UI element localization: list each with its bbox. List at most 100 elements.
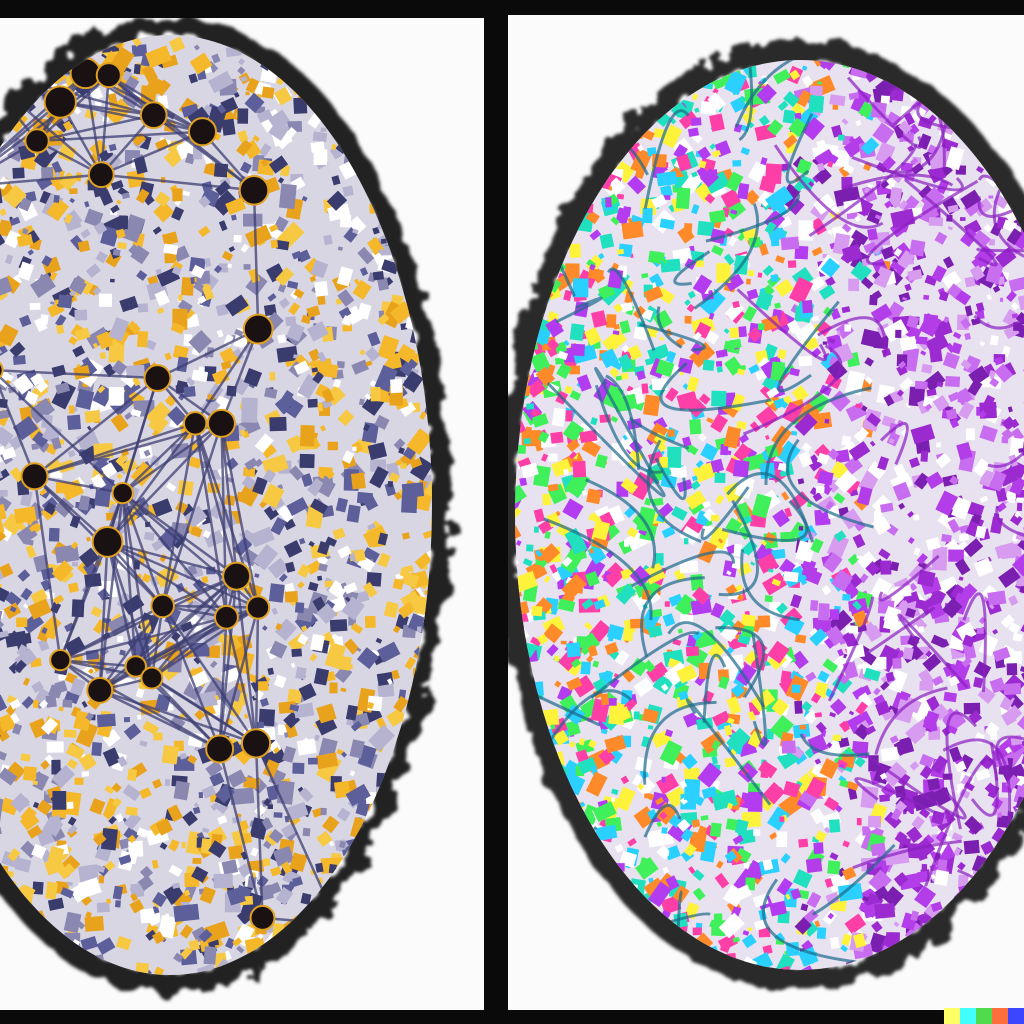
speck (816, 927, 827, 940)
speck (620, 372, 629, 380)
speck (198, 195, 211, 208)
node-dot (205, 734, 235, 764)
speck (616, 249, 624, 255)
speck (213, 873, 233, 889)
speck (367, 442, 388, 460)
speck (31, 680, 44, 694)
speck (314, 734, 321, 742)
speck (80, 935, 99, 951)
speck (960, 217, 966, 221)
speck (308, 348, 322, 362)
speck (0, 563, 14, 578)
speck (24, 390, 39, 405)
speck (414, 552, 432, 570)
speck (192, 857, 202, 865)
speck (294, 602, 305, 614)
speck (770, 274, 779, 283)
speck (569, 365, 581, 375)
speck (314, 280, 329, 297)
speck (308, 540, 315, 547)
speck (84, 208, 104, 228)
speck (146, 923, 159, 936)
speck (273, 746, 280, 754)
speck (74, 777, 84, 785)
speck (273, 812, 283, 818)
speck (327, 203, 351, 222)
node-dot (140, 666, 164, 690)
speck (35, 380, 49, 393)
speck (243, 213, 263, 227)
speck (264, 881, 282, 897)
speck (243, 367, 263, 387)
speck (188, 73, 199, 84)
speck (41, 255, 53, 267)
speck (27, 249, 34, 256)
speck (0, 496, 12, 512)
speck (235, 491, 247, 503)
speck (183, 386, 196, 398)
speck (128, 840, 144, 858)
speck (75, 388, 95, 410)
speck (226, 886, 246, 906)
speck (243, 713, 249, 720)
speck (327, 441, 339, 451)
speck (262, 858, 271, 867)
speck (999, 297, 1004, 302)
speck (747, 791, 763, 812)
speck (268, 155, 289, 174)
speck (161, 231, 179, 246)
speck (232, 937, 243, 947)
speck (313, 149, 328, 166)
speck (173, 952, 184, 963)
speck (177, 299, 193, 314)
speck (356, 647, 362, 652)
speck (80, 228, 91, 239)
speck (348, 215, 367, 235)
speck (565, 410, 573, 422)
speck (71, 561, 79, 567)
node-dot (49, 649, 72, 672)
speck (309, 653, 318, 662)
speck (666, 446, 682, 468)
speck (67, 824, 78, 835)
speck (368, 724, 395, 752)
speck (32, 431, 49, 448)
node-dot (87, 161, 115, 189)
speck (369, 466, 389, 489)
speck (30, 372, 45, 387)
node-dot (86, 676, 114, 704)
speck (89, 798, 106, 815)
speck (139, 865, 154, 879)
speck (283, 540, 303, 558)
speck (102, 808, 114, 820)
speck (124, 412, 133, 420)
speck (32, 881, 44, 895)
speck (139, 740, 148, 747)
speck (252, 476, 268, 495)
speck (51, 560, 74, 582)
speck (293, 97, 308, 114)
speck (58, 706, 64, 712)
speck (62, 699, 73, 708)
speck (20, 806, 37, 824)
speck (223, 334, 234, 347)
speck (48, 815, 62, 829)
speck (225, 294, 249, 317)
speck (12, 355, 26, 366)
speck (12, 723, 23, 735)
speck (317, 351, 327, 363)
speck (400, 401, 417, 417)
speck (832, 734, 842, 742)
speck (204, 257, 212, 267)
speck (5, 379, 11, 385)
speck (301, 314, 312, 325)
speck (372, 270, 385, 281)
speck (309, 275, 317, 283)
speck (118, 854, 132, 866)
speck (108, 815, 117, 825)
speck (252, 134, 260, 143)
speck (317, 403, 324, 412)
speck (90, 473, 107, 491)
speck (243, 776, 261, 790)
